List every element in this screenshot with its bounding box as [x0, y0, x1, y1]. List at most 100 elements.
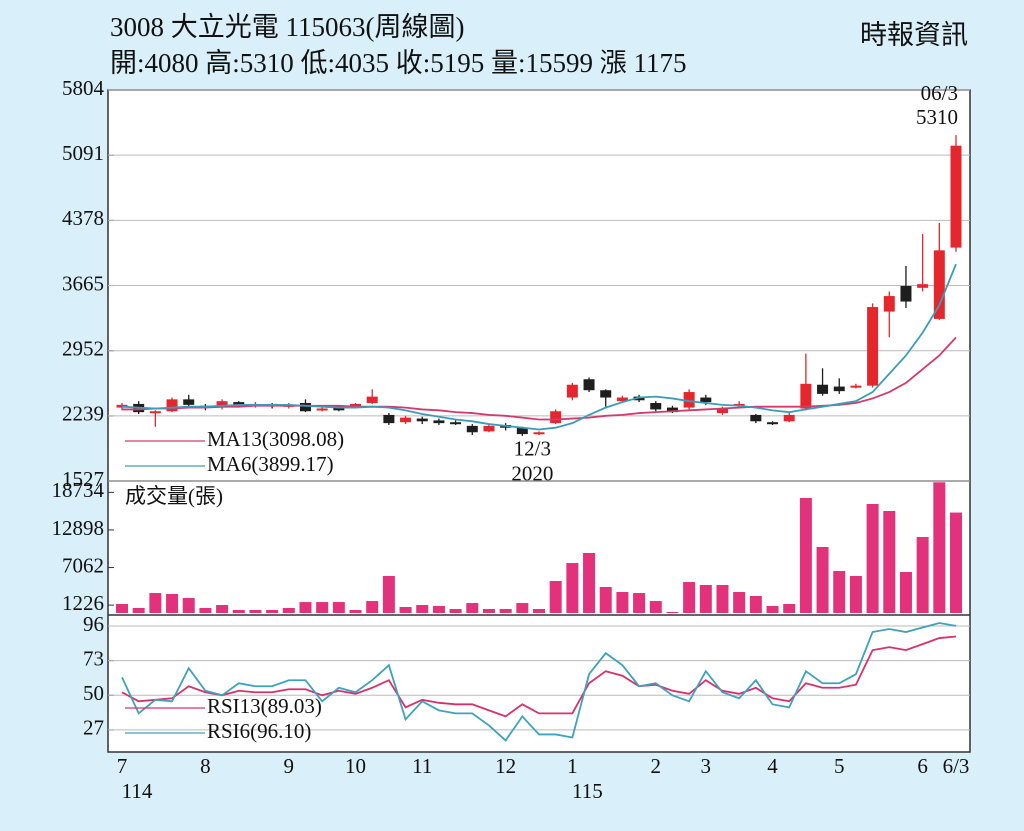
y-tick-label: 1527 — [62, 467, 104, 491]
legend-label: RSI13(89.03) — [207, 694, 322, 718]
volume-bar — [549, 580, 562, 613]
y-tick-label: 3665 — [62, 271, 104, 295]
x-tick-label: 8 — [200, 754, 211, 778]
candle-body — [666, 407, 678, 413]
volume-bar — [633, 593, 646, 613]
x-tick-label: 7 — [117, 754, 128, 778]
volume-bar — [132, 607, 145, 613]
source: 時報資訊 — [860, 20, 968, 50]
volume-bar — [266, 609, 279, 613]
x-tick-label: 1 — [567, 754, 578, 778]
candle-body — [366, 396, 378, 404]
y-tick-label: 1226 — [62, 591, 104, 615]
candle-body — [450, 422, 462, 425]
candle-body — [917, 284, 929, 288]
candle-body — [466, 425, 478, 433]
candle-body — [583, 379, 595, 391]
volume-bar — [766, 605, 779, 613]
candle-body — [566, 384, 578, 398]
y-tick-label: 50 — [83, 681, 104, 705]
candle-body — [333, 406, 345, 411]
series-line — [121, 622, 957, 742]
volume-bar — [566, 563, 579, 613]
volume-bar — [299, 602, 312, 613]
volume-bar — [533, 609, 545, 613]
candle-body — [683, 392, 695, 408]
volume-bar — [316, 602, 329, 613]
volume-bar — [683, 582, 696, 613]
candle-body — [216, 401, 228, 408]
y-tick-label: 4378 — [62, 206, 104, 230]
plot-area — [107, 89, 971, 753]
volume-bar — [482, 609, 495, 613]
candle-body — [600, 390, 612, 398]
volume-bar — [382, 575, 395, 613]
volume-bar — [716, 584, 729, 613]
volume-bar — [449, 609, 462, 613]
volume-bar — [666, 611, 679, 613]
candle-body — [883, 296, 895, 312]
volume-bar — [866, 503, 879, 613]
quote-info: 開:4080 高:5310 低:4035 收:5195 量:15599 漲 11… — [110, 48, 687, 78]
volume-bar — [116, 603, 128, 613]
y-tick-label: 2952 — [62, 337, 104, 361]
volume-bar — [599, 586, 612, 613]
volume-bar — [182, 597, 195, 613]
candle-body — [233, 402, 245, 405]
panel-title: 成交量(張) — [125, 484, 223, 508]
candle-body — [299, 403, 311, 412]
volume-bar — [749, 596, 762, 613]
candle-body — [516, 427, 528, 435]
x-year-label: 114 — [122, 779, 153, 803]
volume-bar — [349, 609, 362, 613]
candle-body — [166, 399, 178, 412]
candle-body — [700, 397, 712, 403]
volume-bar — [216, 605, 229, 613]
candle-body — [950, 145, 962, 248]
y-tick-label: 5091 — [62, 141, 104, 165]
volume-bar — [649, 601, 662, 613]
volume-bar — [616, 592, 629, 613]
candle-body — [400, 417, 412, 423]
series-line — [121, 635, 957, 718]
volume-bar — [950, 512, 962, 613]
volume-bar — [149, 593, 162, 613]
x-tick-label: 10 — [345, 754, 366, 778]
candle-body — [900, 286, 912, 302]
candle-body — [767, 422, 779, 425]
candle-body — [650, 403, 662, 410]
series-line — [122, 336, 957, 421]
x-tick-label: 12 — [495, 754, 516, 778]
candle-body — [433, 420, 445, 424]
y-tick-label: 96 — [83, 612, 104, 636]
candle-body — [483, 425, 495, 432]
x-tick-label: 2 — [651, 754, 662, 778]
volume-bar — [699, 584, 712, 613]
x-year-label: 115 — [572, 779, 603, 803]
volume-bar — [849, 575, 862, 613]
candle-body — [850, 385, 862, 388]
candle-body — [867, 307, 879, 386]
y-tick-label: 5804 — [62, 76, 105, 100]
x-tick-label: 4 — [767, 754, 778, 778]
volume-bar — [733, 592, 746, 613]
volume-bar — [816, 547, 829, 613]
y-tick-label: 2239 — [62, 402, 104, 426]
volume-bar — [499, 609, 512, 613]
y-tick-label: 18734 — [52, 478, 105, 502]
volume-bar — [516, 603, 529, 613]
candle-body — [716, 408, 728, 414]
volume-bar — [282, 607, 295, 613]
legend-label: MA13(3098.08) — [207, 427, 344, 451]
volume-bar — [232, 609, 245, 613]
volume-bar — [199, 607, 212, 613]
volume-bar — [933, 482, 946, 613]
candle-body — [350, 403, 362, 407]
x-tick-label: 6/3 — [943, 754, 970, 778]
candle-body — [533, 432, 545, 435]
x-tick-label: 3 — [701, 754, 712, 778]
x-tick-label: 6 — [917, 754, 928, 778]
volume-bar — [899, 571, 912, 613]
volume-bar — [583, 552, 596, 613]
volume-bar — [432, 605, 445, 613]
